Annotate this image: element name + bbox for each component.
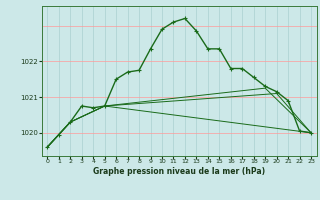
X-axis label: Graphe pression niveau de la mer (hPa): Graphe pression niveau de la mer (hPa): [93, 167, 265, 176]
